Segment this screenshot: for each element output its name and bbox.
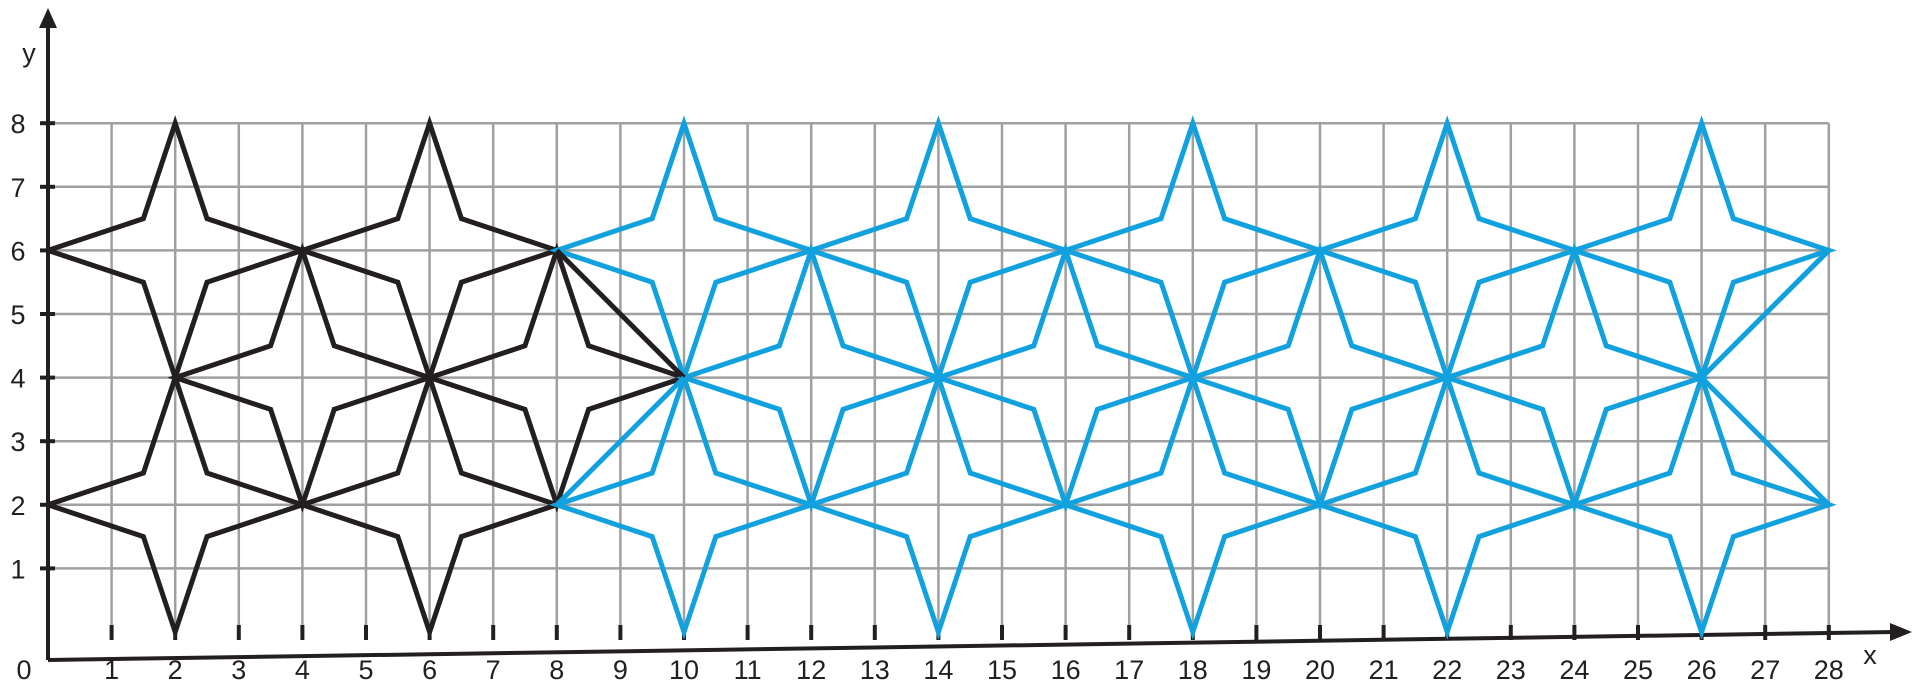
x-tick-label: 10	[669, 655, 699, 685]
connector-segment	[555, 248, 686, 380]
grid	[48, 121, 1831, 632]
x-tick-label: 13	[860, 655, 890, 685]
y-tick-label: 1	[10, 554, 25, 584]
star-blue	[1057, 369, 1328, 640]
y-tick-label: 5	[10, 300, 25, 330]
x-axis-label: x	[1863, 640, 1877, 670]
x-tick-label: 14	[923, 655, 953, 685]
star-shapes	[40, 115, 1837, 640]
x-tick-label: 19	[1241, 655, 1271, 685]
x-tick-label: 23	[1496, 655, 1526, 685]
x-tick-label: 4	[295, 655, 310, 685]
x-tick-label: 5	[358, 655, 373, 685]
y-tick-label: 2	[10, 491, 25, 521]
x-tick-label: 1	[104, 655, 119, 685]
x-tick-label: 16	[1051, 655, 1081, 685]
x-axis-arrow-icon	[1890, 623, 1912, 641]
star-blue	[548, 369, 820, 640]
star-blue	[1312, 369, 1583, 640]
star-blue	[1566, 369, 1837, 640]
x-tick-label: 8	[549, 655, 564, 685]
connector-segment	[555, 375, 686, 507]
star-dark	[40, 369, 311, 640]
x-tick-label: 7	[486, 655, 501, 685]
tick-labels: 1 2 3 4 5 6 7 8 9 10 11 12 13 14 15 16 17 18 19 20 21 22 23 24 2…	[10, 38, 1877, 685]
x-axis-line	[47, 630, 1896, 662]
connector-segment	[1795, 248, 1831, 284]
y-tick-label: 3	[10, 427, 25, 457]
y-tick-label: 7	[10, 173, 25, 203]
x-tick-label: 26	[1687, 655, 1717, 685]
x-tick-label: 28	[1814, 655, 1844, 685]
x-tick-label: 3	[231, 655, 246, 685]
y-axis-label: y	[22, 38, 36, 68]
x-tick-label: 20	[1305, 655, 1335, 685]
x-tick-label: 25	[1623, 655, 1653, 685]
x-tick-label: 17	[1114, 655, 1144, 685]
y-tick-label: 4	[10, 364, 25, 394]
axes	[39, 8, 1912, 662]
x-tick-label: 27	[1750, 655, 1780, 685]
y-tick-label: 8	[10, 109, 25, 139]
x-tick-label: 18	[1178, 655, 1208, 685]
x-tick-label: 6	[422, 655, 437, 685]
star-dark	[294, 369, 565, 640]
x-tick-label: 2	[168, 655, 183, 685]
origin-label: 0	[16, 655, 31, 685]
x-tick-label: 15	[987, 655, 1017, 685]
x-tick-label: 22	[1432, 655, 1462, 685]
x-tick-label: 12	[796, 655, 826, 685]
x-tick-label: 21	[1369, 655, 1399, 685]
connector-segment	[1795, 471, 1831, 507]
x-tick-label: 24	[1559, 655, 1589, 685]
y-tick-label: 6	[10, 236, 25, 266]
x-tick-label: 9	[613, 655, 628, 685]
star-blue	[803, 369, 1074, 640]
x-tick-label: 11	[734, 655, 762, 685]
y-axis-arrow-icon	[39, 8, 57, 28]
